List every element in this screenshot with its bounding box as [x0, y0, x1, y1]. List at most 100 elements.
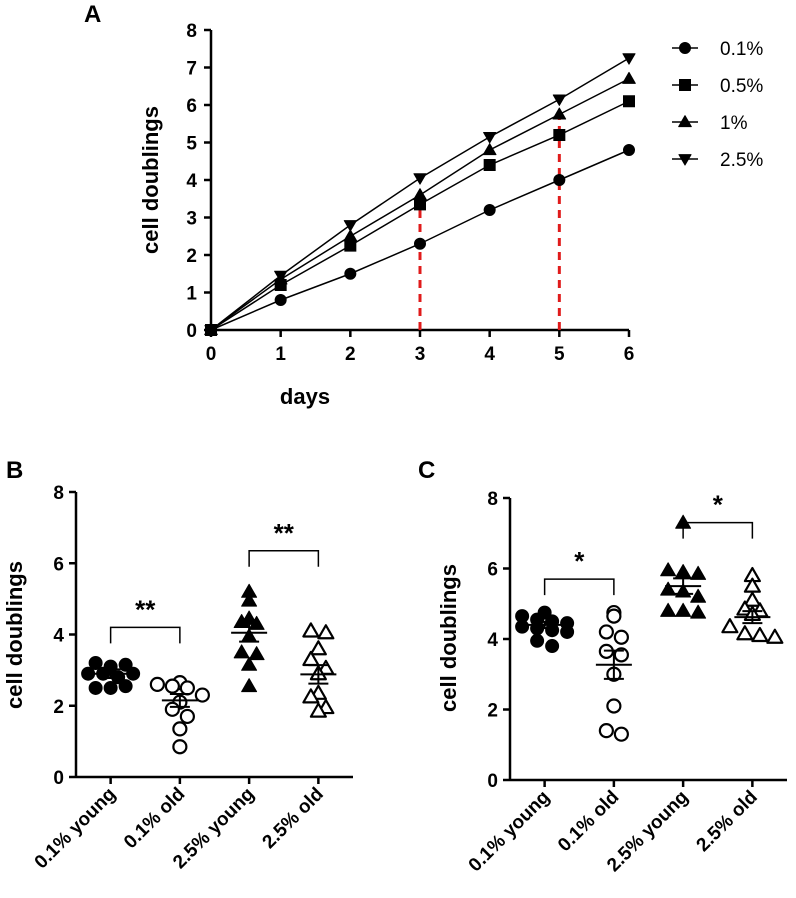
panel-c-data-point	[690, 565, 707, 580]
panel-a-y-tick-label: 3	[186, 209, 197, 230]
panel-c-data-point	[675, 564, 692, 579]
panel-b-category-label: 2.5% old	[259, 784, 328, 853]
panel-c-data-point	[675, 602, 692, 617]
panel-a-data-point	[483, 204, 496, 216]
panel-c-data-point	[766, 628, 784, 644]
panel-a-x-tick-label: 0	[206, 344, 217, 365]
panel-c-y-tick-label: 0	[487, 771, 498, 792]
panel-c-data-point	[721, 618, 739, 634]
panel-b-data-point	[241, 592, 258, 607]
panel-c-data-point	[690, 588, 707, 603]
panel-b-y-tick-label: 0	[53, 768, 64, 789]
panel-a-y-tick-label: 5	[186, 134, 197, 155]
panel-b-data-point	[118, 679, 133, 694]
panel-a-x-tick-label: 2	[345, 344, 356, 365]
panel-letter-b: B	[6, 457, 23, 484]
panel-a-data-point	[623, 95, 635, 108]
panel-c-data-point	[660, 581, 677, 596]
panel-b-scatter-chart: cell doublings 0 2 4 6 8 0.1% young 0.1% old 2.…	[2, 483, 353, 873]
panel-b-data-point	[241, 678, 258, 693]
panel-a-data-point	[552, 94, 566, 106]
panel-b-data-point	[309, 640, 327, 656]
panel-b-data-point	[164, 678, 180, 694]
panel-a-data-point	[622, 53, 636, 65]
panel-c-data-point	[751, 626, 769, 643]
legend-label: 0.1%	[720, 39, 763, 60]
panel-a-data-point	[414, 198, 426, 211]
panel-c-category-label: 0.1% young	[465, 787, 555, 877]
panel-a-x-tick-label: 6	[624, 344, 635, 365]
panel-a-data-point	[274, 270, 288, 283]
panel-a-data-point	[204, 325, 218, 337]
panel-a-y-tick-label: 1	[186, 284, 197, 305]
panel-b-data-point	[317, 624, 335, 640]
panel-c-y-axis-label: cell doublings	[436, 564, 461, 712]
panel-a-x-tick-label: 1	[275, 344, 286, 365]
panel-b-significance-bracket	[248, 550, 320, 567]
legend-label: 0.5%	[720, 76, 763, 97]
panel-c-category-label: 2.5% old	[693, 787, 762, 856]
panel-c-significance-label: *	[574, 546, 585, 576]
panel-a-x-tick-label: 3	[415, 344, 426, 365]
panel-b-significance-bracket	[109, 626, 181, 644]
panel-b-data-point	[309, 702, 327, 718]
panel-letter-c: C	[418, 457, 435, 484]
panel-a-y-axis-label: cell doublings	[138, 106, 163, 254]
panel-a-data-point	[552, 107, 567, 120]
panel-a-data-point	[413, 188, 427, 201]
panel-b-data-point	[103, 680, 118, 695]
panel-a-data-point	[553, 174, 566, 186]
panel-c-data-point	[690, 604, 707, 619]
panel-a-data-point	[482, 143, 497, 156]
panel-c-data-point	[736, 625, 754, 641]
legend-marker	[679, 79, 691, 91]
panel-b-data-point	[179, 680, 195, 696]
legend-label: 2.5%	[720, 150, 763, 171]
panel-a-x-tick-label: 5	[554, 344, 565, 365]
panel-b-y-tick-label: 2	[53, 697, 64, 718]
panel-b-data-point	[172, 739, 188, 755]
panel-b-y-tick-label: 6	[53, 554, 64, 575]
panel-c-significance-label: *	[713, 490, 724, 520]
panel-b-data-point	[194, 687, 210, 703]
panel-c-y-tick-label: 2	[487, 701, 498, 722]
panel-c-data-point	[545, 639, 560, 654]
panel-b-data-point	[233, 644, 250, 659]
panel-b-data-point	[241, 656, 258, 671]
panel-b-data-point	[164, 701, 180, 717]
panel-b-data-point	[302, 622, 320, 638]
panel-c-data-point	[560, 624, 575, 639]
panel-b-data-point	[88, 656, 103, 670]
panel-a-data-point	[483, 131, 497, 144]
panel-b-significance-label: **	[135, 594, 156, 624]
panel-a-data-point	[344, 239, 357, 252]
panel-a-data-point	[483, 159, 496, 171]
panel-c-data-point	[613, 629, 629, 645]
panel-b-category-label: 0.1% old	[120, 784, 189, 853]
panel-a-x-axis-label: days	[280, 384, 330, 409]
panel-a-data-point	[622, 71, 636, 84]
panel-c-data-point	[598, 723, 614, 739]
panel-a-data-point	[343, 229, 358, 242]
panel-a-y-tick-label: 7	[186, 59, 197, 80]
panel-b-data-point	[88, 680, 103, 695]
panel-b-y-axis-label: cell doublings	[2, 561, 27, 709]
panel-a-y-tick-label: 2	[186, 246, 197, 267]
panel-c-data-point	[660, 562, 677, 577]
panel-b-significance-label: **	[274, 518, 295, 548]
panel-c-data-point	[606, 608, 622, 624]
panel-a-data-point	[413, 173, 427, 185]
legend-marker	[678, 115, 692, 128]
panel-c-y-tick-label: 4	[487, 630, 498, 651]
panel-a-data-point	[344, 267, 357, 280]
panel-b-data-point	[179, 708, 195, 725]
panel-a-y-tick-label: 0	[186, 321, 197, 342]
panel-b-data-point	[302, 688, 320, 704]
panel-c-significance-bracket	[682, 521, 754, 539]
panel-a-data-point	[553, 129, 566, 141]
panel-c-scatter-chart: cell doublings 0 2 4 6 8 0.1% young 0.1% old 2.…	[436, 489, 787, 876]
panel-c-y-tick-label: 6	[487, 560, 498, 581]
panel-b-data-point	[248, 646, 265, 661]
panel-a-data-point	[343, 220, 357, 232]
